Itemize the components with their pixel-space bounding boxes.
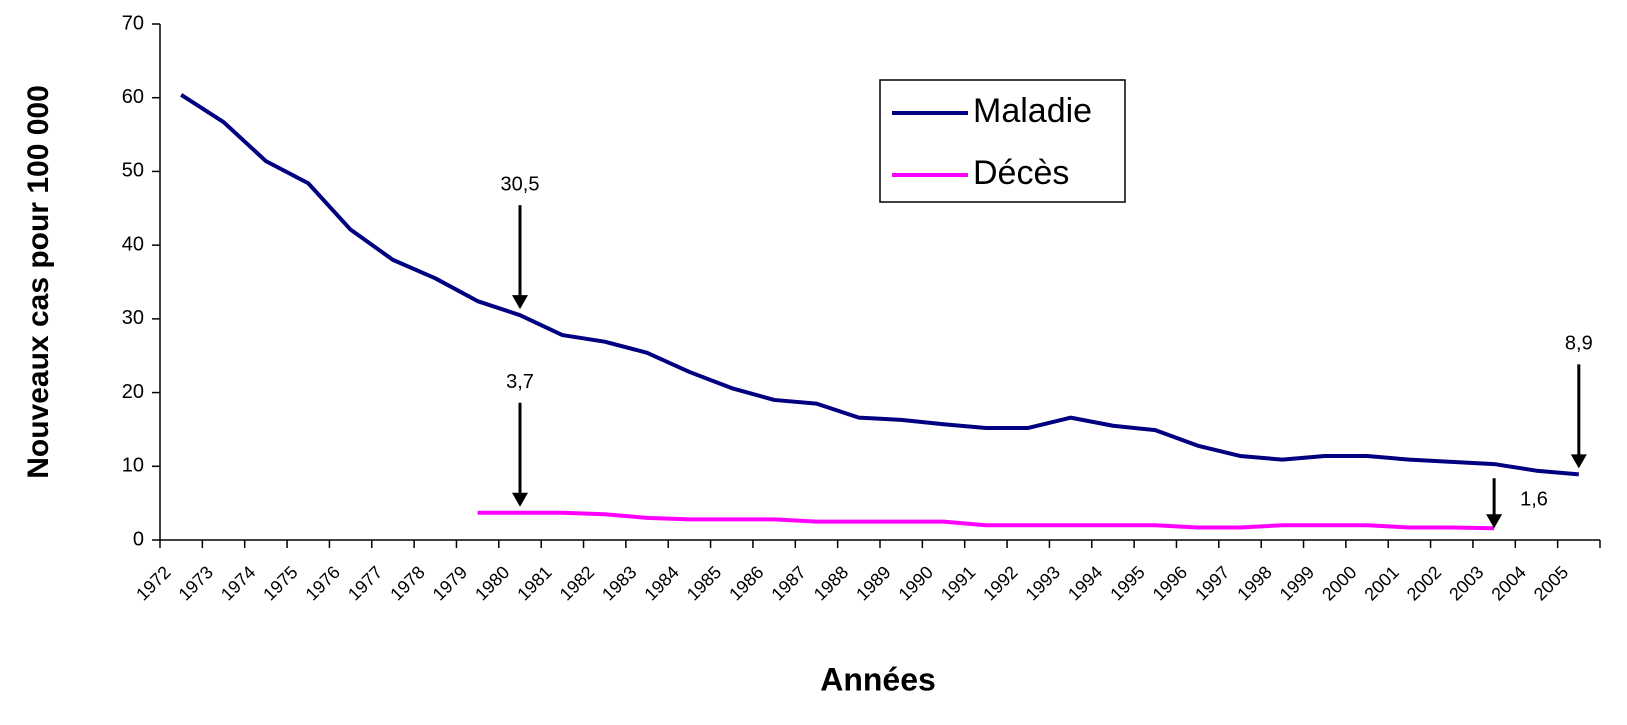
x-tick-label: 2004: [1487, 562, 1529, 604]
x-tick-label: 2001: [1360, 562, 1402, 604]
x-tick-label: 1999: [1276, 562, 1318, 604]
x-tick-label: 1983: [598, 562, 640, 604]
x-tick-label: 1979: [429, 562, 471, 604]
x-tick-label: 2000: [1318, 562, 1360, 604]
legend-label: Décès: [973, 154, 1069, 192]
x-tick-label: 1973: [175, 562, 217, 604]
annotation: 8,9: [1565, 333, 1593, 355]
x-tick-label: 1997: [1191, 562, 1233, 604]
x-tick-label: 1977: [344, 562, 386, 604]
x-tick-label: 1972: [132, 562, 174, 604]
x-tick-label: 1998: [1233, 562, 1275, 604]
x-tick-label: 2002: [1403, 562, 1445, 604]
x-tick-label: 2005: [1530, 562, 1572, 604]
x-tick-label: 1980: [471, 562, 513, 604]
annotation-arrowhead: [512, 295, 528, 310]
x-tick-label: 1986: [725, 562, 767, 604]
x-tick-label: 1990: [895, 562, 937, 604]
y-tick-label: 0: [133, 528, 144, 550]
y-tick-label: 30: [122, 307, 144, 329]
y-axis-label: Nouveaux cas pour 100 000: [22, 85, 55, 479]
annotation-arrowhead: [1486, 514, 1503, 529]
y-tick-label: 40: [122, 233, 144, 255]
x-tick-label: 1996: [1149, 562, 1191, 604]
x-tick-label: 1988: [810, 562, 852, 604]
x-tick-label: 1978: [386, 562, 428, 604]
y-tick-label: 70: [122, 12, 144, 34]
annotation: 30,5: [501, 173, 540, 195]
x-tick-label: 1991: [937, 562, 979, 604]
legend-box: [879, 79, 1126, 203]
x-tick-label: 1975: [259, 562, 301, 604]
x-tick-label: 1994: [1064, 562, 1106, 604]
y-tick-label: 10: [122, 455, 144, 477]
x-tick-label: 1984: [640, 562, 682, 604]
series-line: [477, 510, 1495, 531]
y-tick-label: 50: [122, 160, 144, 182]
x-tick-label: 1995: [1106, 562, 1148, 604]
x-tick-label: 1993: [1022, 562, 1064, 604]
series-line: [180, 93, 1579, 477]
x-tick-label: 1974: [217, 562, 259, 604]
x-tick-label: 2003: [1445, 562, 1487, 604]
x-tick-label: 1982: [556, 562, 598, 604]
x-axis-label: Années: [820, 661, 936, 697]
legend-label: Maladie: [973, 92, 1092, 130]
annotation: 1,6: [1520, 488, 1548, 510]
x-tick-label: 1987: [767, 562, 809, 604]
y-tick-label: 20: [122, 381, 144, 403]
x-tick-label: 1992: [979, 562, 1021, 604]
annotation: 3,7: [506, 371, 534, 393]
x-tick-label: 1985: [683, 562, 725, 604]
x-tick-label: 1989: [852, 562, 894, 604]
y-tick-label: 60: [122, 86, 144, 108]
annotation-arrowhead: [512, 492, 528, 507]
x-tick-label: 1976: [302, 562, 344, 604]
annotation-arrowhead: [1570, 454, 1587, 469]
x-tick-label: 1981: [513, 562, 555, 604]
